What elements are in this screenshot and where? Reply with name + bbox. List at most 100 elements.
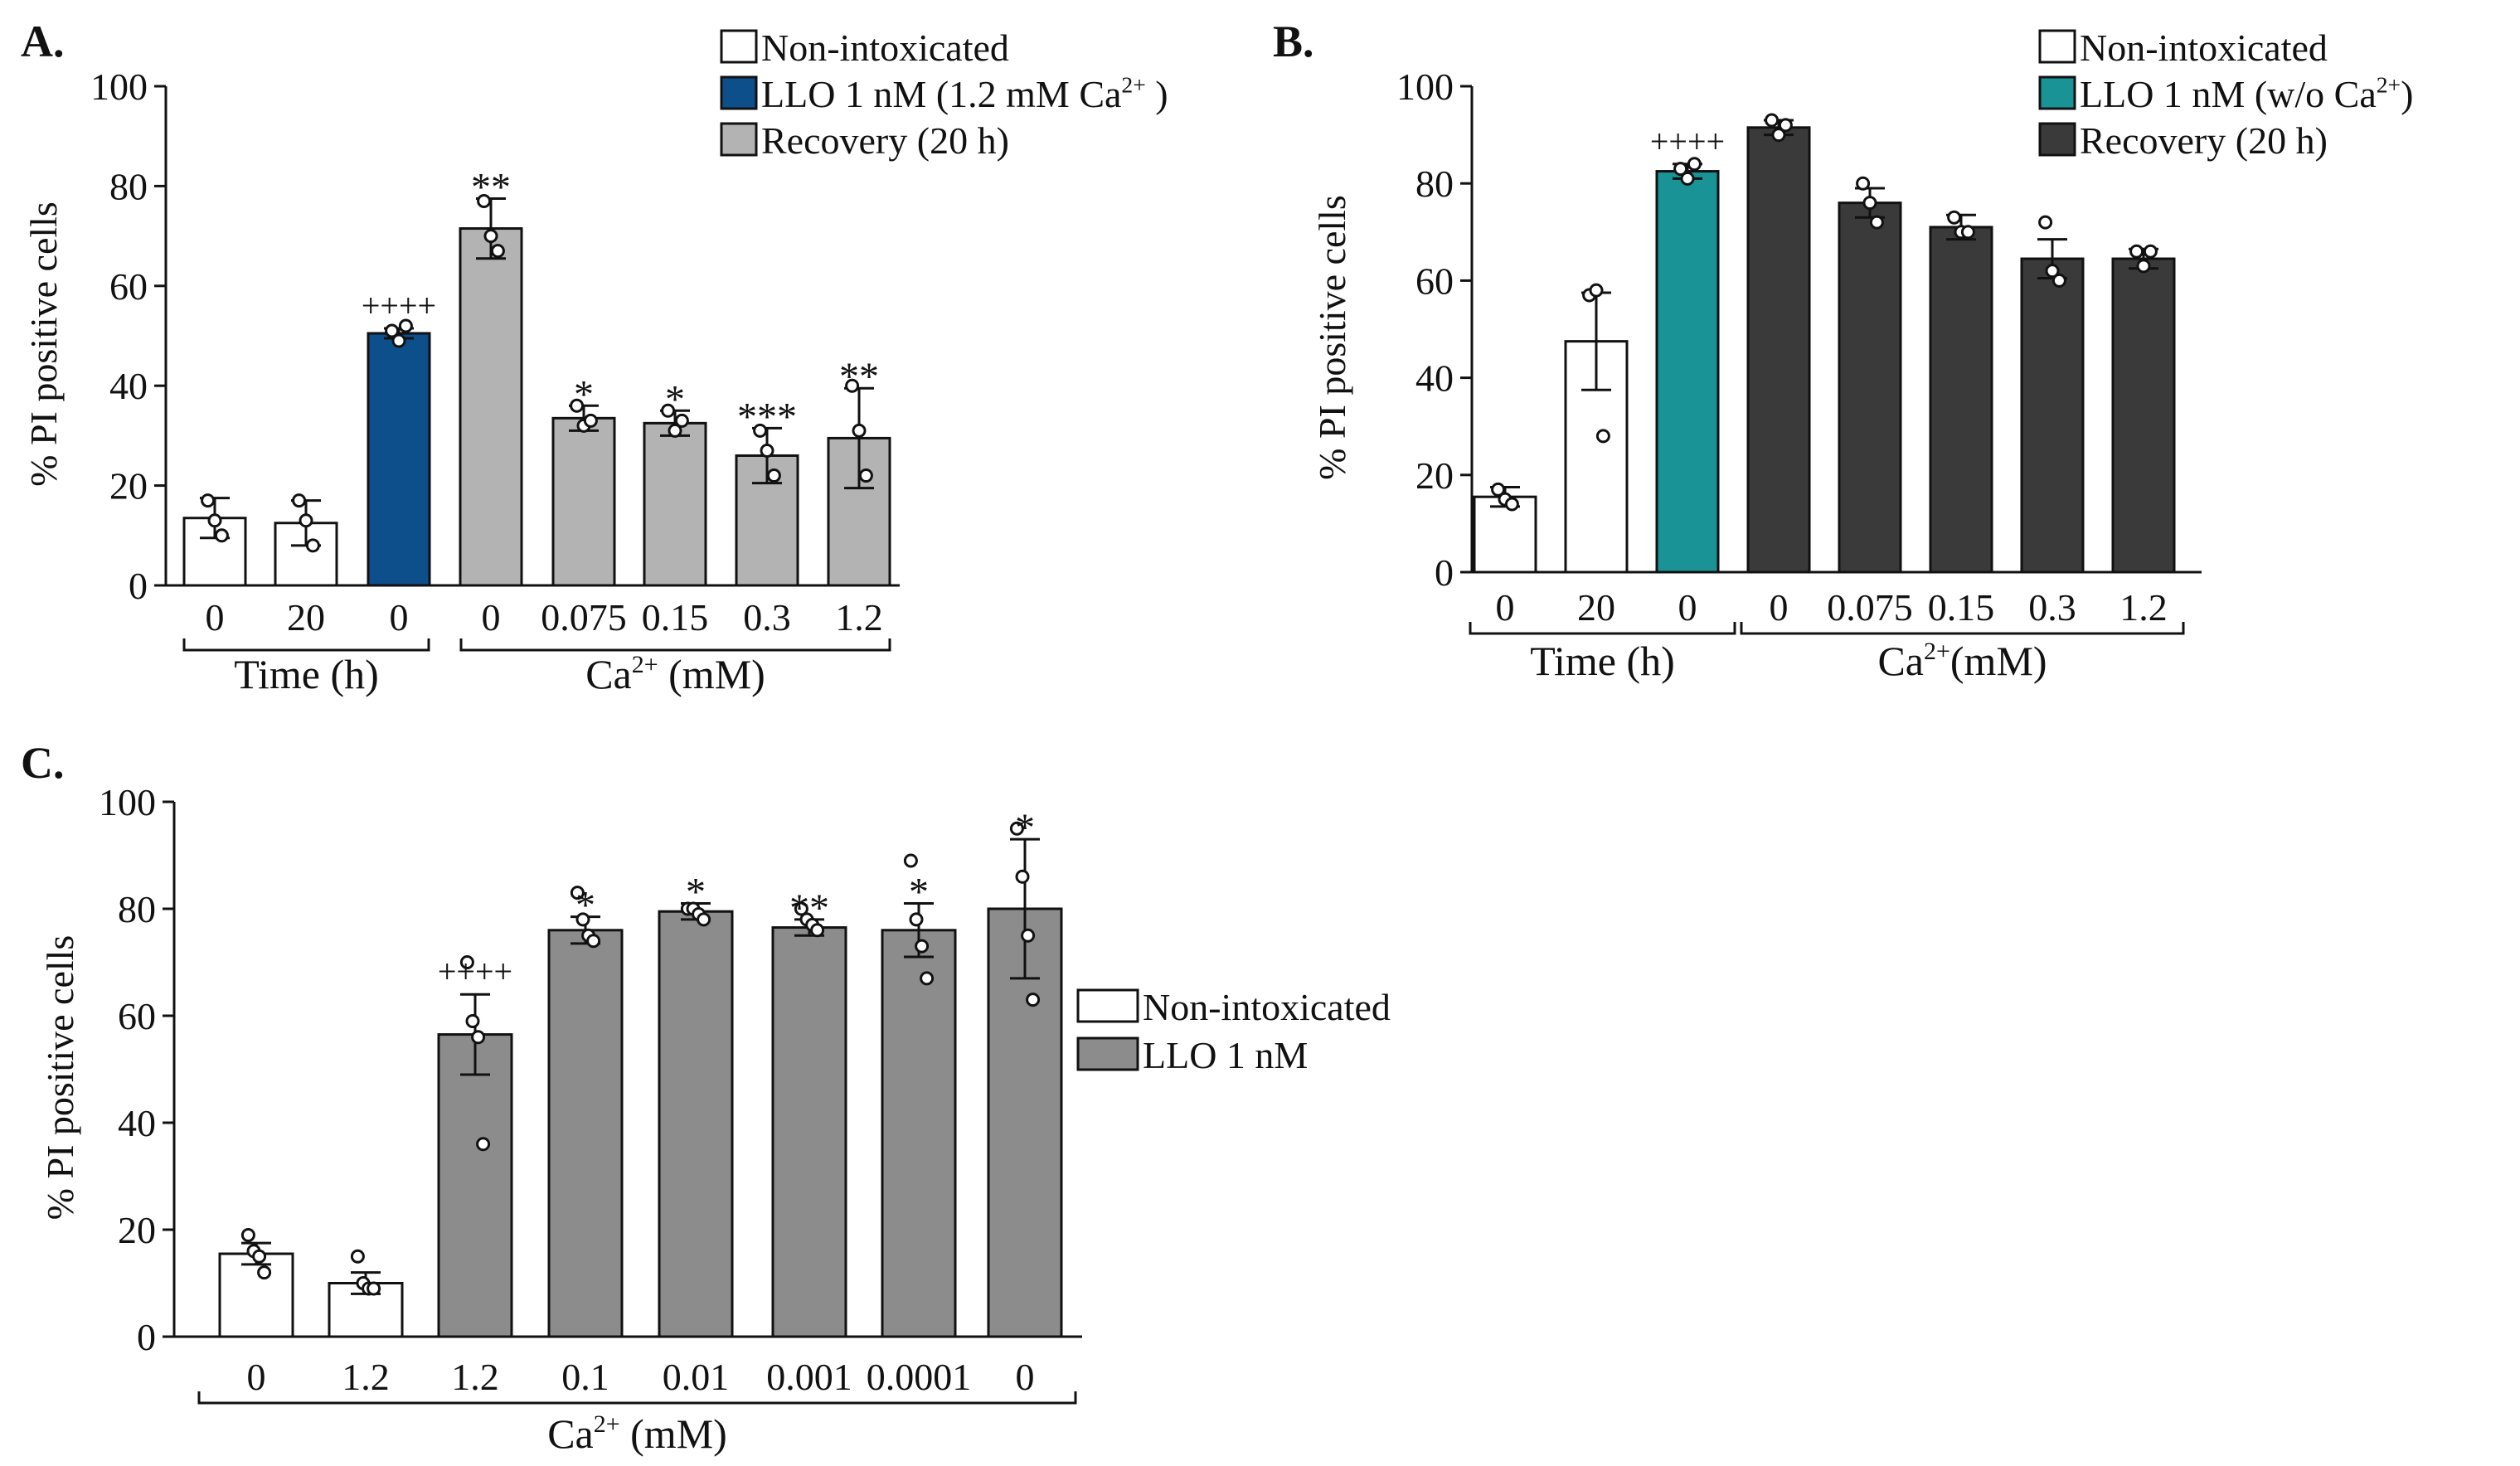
legend-label-part: Recovery (20 h) (761, 119, 1009, 162)
x-tick-label: 1.2 (451, 1356, 499, 1398)
data-point (1862, 196, 1877, 211)
significance-label: ** (839, 355, 879, 399)
significance-label: ++++ (362, 287, 436, 324)
y-tick-label: 40 (109, 365, 148, 407)
y-tick-label: 80 (1415, 163, 1454, 205)
group-bracket (1469, 622, 1736, 635)
data-point (570, 398, 585, 413)
x-group-label: Time (h) (234, 651, 379, 697)
data-point (1015, 869, 1030, 884)
significance-label: * (1015, 806, 1035, 850)
y-tick-label: 80 (118, 888, 156, 930)
significance-label: * (686, 871, 706, 915)
bar (658, 910, 734, 1338)
y-tick-label: 40 (1415, 357, 1454, 400)
x-tick-label: 0.075 (1827, 586, 1913, 629)
data-point (1960, 225, 1975, 240)
y-tick-label: 0 (129, 565, 148, 607)
data-point (697, 912, 711, 927)
data-point (661, 403, 676, 418)
data-point (465, 1013, 480, 1028)
data-point (391, 333, 406, 348)
data-point (490, 244, 505, 259)
x-tick-label: 0 (1770, 586, 1789, 629)
significance-label: * (574, 372, 594, 416)
bar (1473, 495, 1537, 574)
bar (551, 416, 616, 587)
panel-label: C. (21, 738, 65, 788)
x-tick-label: 1.2 (835, 596, 883, 638)
x-group-label-part: (mM) (1950, 638, 2047, 684)
data-point (1687, 157, 1702, 172)
bar (459, 227, 523, 587)
panel-label: A. (21, 17, 65, 66)
data-point (398, 318, 413, 333)
y-tick-label: 100 (90, 66, 148, 108)
bar (218, 1252, 294, 1338)
data-point (459, 955, 474, 969)
y-tick-label: 60 (1415, 260, 1454, 302)
data-point (2045, 264, 2060, 279)
legend-label-part: LLO 1 nM (w/o Ca (2080, 73, 2377, 115)
x-tick-label: 0 (1496, 586, 1515, 629)
data-point (1856, 176, 1871, 191)
x-group-label-part: Ca (1877, 638, 1924, 684)
data-point (583, 413, 598, 428)
data-point (2136, 259, 2151, 274)
x-group-label-superscript: 2+ (1924, 638, 1950, 665)
x-tick-label: 0.001 (766, 1356, 852, 1398)
x-group-label-part: (mM) (620, 1410, 727, 1457)
data-point (240, 1227, 255, 1242)
data-point (903, 853, 918, 868)
data-point (668, 423, 682, 438)
bar (2111, 257, 2176, 574)
data-point (471, 1030, 486, 1045)
data-point (1869, 215, 1884, 230)
significance-label: * (575, 884, 595, 928)
bar (987, 907, 1063, 1338)
data-point (1778, 118, 1793, 133)
x-tick-label: 0.1 (561, 1356, 609, 1398)
data-point (753, 423, 768, 438)
x-tick-label: 0.3 (743, 596, 791, 638)
data-point (1680, 171, 1695, 186)
legend-label: Non-intoxicated (2080, 27, 2328, 69)
bar (1838, 201, 1902, 574)
x-tick-label: 1.2 (342, 1356, 390, 1398)
bar (771, 926, 847, 1338)
data-point (292, 493, 307, 508)
legend-label-superscript: 2+ (2377, 72, 2401, 98)
data-point (1673, 162, 1688, 177)
y-tick-label: 40 (118, 1102, 156, 1144)
data-point (350, 1249, 365, 1264)
legend-swatch (720, 29, 758, 64)
y-tick-label: 80 (109, 165, 148, 207)
data-point (570, 886, 585, 900)
y-tick-label: 100 (1396, 66, 1454, 108)
data-point (909, 912, 924, 927)
significance-label: * (909, 871, 929, 915)
data-point (207, 513, 222, 528)
significance-label: ++++ (1650, 123, 1725, 160)
legend: Non-intoxicated LLO 1 nM (1076, 986, 1391, 1076)
x-tick-label: 20 (287, 596, 325, 638)
x-tick-label: 0.075 (541, 596, 627, 638)
y-tick-label: 100 (99, 781, 156, 823)
legend-label: LLO 1 nM (w/o Ca2+) (2080, 72, 2413, 115)
data-point (2038, 215, 2053, 230)
data-point (1589, 283, 1604, 298)
data-point (1595, 429, 1610, 444)
data-point (915, 939, 930, 954)
data-point (2143, 244, 2158, 259)
data-point (845, 378, 860, 393)
legend-label-part: LLO 1 nM (1.2 mM Ca (761, 73, 1121, 115)
bar (2020, 257, 2085, 574)
legend-label-superscript: 2+ (1121, 72, 1145, 98)
data-point (852, 423, 867, 438)
significance-label: ** (789, 886, 829, 930)
x-tick-label: 1.2 (2119, 586, 2168, 629)
legend-swatch (2038, 29, 2076, 64)
